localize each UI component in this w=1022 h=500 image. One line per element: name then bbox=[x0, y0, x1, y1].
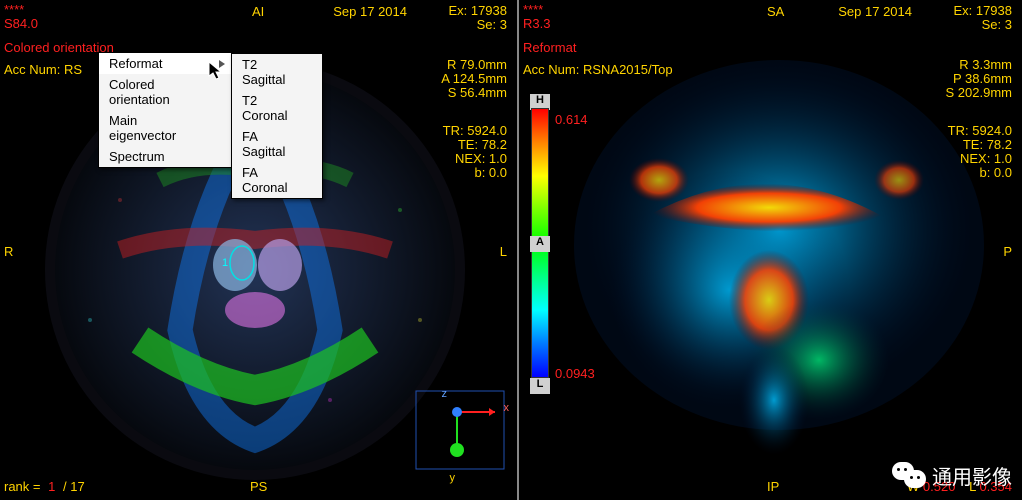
orientation-axes-widget[interactable] bbox=[415, 390, 505, 470]
series-number: Se: 3 bbox=[477, 18, 507, 32]
roi-label: 1 bbox=[222, 257, 228, 269]
menu-item-fa-sagittal[interactable]: FA Sagittal bbox=[232, 126, 322, 162]
colorbar-label-a: A bbox=[530, 236, 550, 252]
menu-item-main-eigenvector[interactable]: Main eigenvector bbox=[99, 110, 231, 146]
colorbar-min: 0.0943 bbox=[555, 366, 595, 381]
watermark-text: 通用影像 bbox=[932, 461, 1012, 490]
viewport-axial[interactable]: 1 **** S84.0 Colored orientation Acc Num… bbox=[0, 0, 517, 500]
menu-item-fa-coronal[interactable]: FA Coronal bbox=[232, 162, 322, 198]
param-b: b: 0.0 bbox=[474, 166, 507, 180]
context-menu-main[interactable]: Reformat Colored orientation Main eigenv… bbox=[98, 52, 232, 168]
menu-item-label: FA Coronal bbox=[242, 165, 288, 195]
menu-item-label: FA Sagittal bbox=[242, 129, 285, 159]
menu-item-label: T2 Sagittal bbox=[242, 57, 285, 87]
watermark: 通用影像 bbox=[892, 461, 1012, 490]
slice-number: S84.0 bbox=[4, 16, 38, 31]
menu-item-t2-sagittal[interactable]: T2 Sagittal bbox=[232, 54, 322, 90]
context-menu-reformat-sub[interactable]: T2 Sagittal T2 Coronal FA Sagittal FA Co… bbox=[231, 53, 323, 199]
colorbar-label-l: L bbox=[530, 378, 550, 394]
acc-number-prefix: Acc Num: RS bbox=[4, 62, 82, 77]
axis-x-label: x bbox=[504, 402, 510, 414]
pos-s: S 202.9mm bbox=[946, 86, 1012, 100]
menu-item-label: Spectrum bbox=[109, 149, 165, 164]
param-b: b: 0.0 bbox=[979, 166, 1012, 180]
series-number: Se: 3 bbox=[982, 18, 1012, 32]
menu-item-reformat[interactable]: Reformat bbox=[99, 53, 231, 74]
axis-z-label: z bbox=[442, 388, 448, 400]
menu-item-label: T2 Coronal bbox=[242, 93, 288, 123]
stars-annot: **** bbox=[523, 2, 543, 17]
study-date: Sep 17 2014 bbox=[333, 4, 407, 19]
menu-item-label: Reformat bbox=[109, 56, 162, 71]
acc-number: Acc Num: RSNA2015/Top bbox=[523, 62, 673, 77]
slice-number: R3.3 bbox=[523, 16, 550, 31]
orientation-bottom: PS bbox=[250, 479, 267, 494]
stars-annot: **** bbox=[4, 2, 24, 17]
side-label-r: R bbox=[4, 244, 13, 259]
side-label-p: P bbox=[1003, 244, 1012, 259]
rank-current: 1 bbox=[48, 479, 55, 494]
menu-item-t2-coronal[interactable]: T2 Coronal bbox=[232, 90, 322, 126]
study-date: Sep 17 2014 bbox=[838, 4, 912, 19]
submenu-arrow-icon bbox=[219, 60, 225, 68]
orientation-bottom: IP bbox=[767, 479, 779, 494]
menu-item-colored-orientation[interactable]: Colored orientation bbox=[99, 74, 231, 110]
menu-item-label: Colored orientation bbox=[109, 77, 170, 107]
display-mode: Reformat bbox=[523, 40, 576, 55]
side-label-l: L bbox=[500, 244, 507, 259]
orientation-top: AI bbox=[252, 4, 264, 19]
colorbar-max: 0.614 bbox=[555, 112, 588, 127]
viewport-sagittal[interactable]: H A L 0.614 0.0943 **** R3.3 Reformat Ac… bbox=[519, 0, 1022, 500]
orientation-top: SA bbox=[767, 4, 784, 19]
menu-item-spectrum[interactable]: Spectrum bbox=[99, 146, 231, 167]
rank-total: / 17 bbox=[63, 479, 85, 494]
menu-item-label: Main eigenvector bbox=[109, 113, 176, 143]
axis-y-label: y bbox=[450, 472, 456, 484]
wechat-icon bbox=[892, 462, 926, 490]
rank-label: rank = 1 / 17 bbox=[4, 479, 85, 494]
rank-label-text: rank = bbox=[4, 479, 41, 494]
pos-s: S 56.4mm bbox=[448, 86, 507, 100]
